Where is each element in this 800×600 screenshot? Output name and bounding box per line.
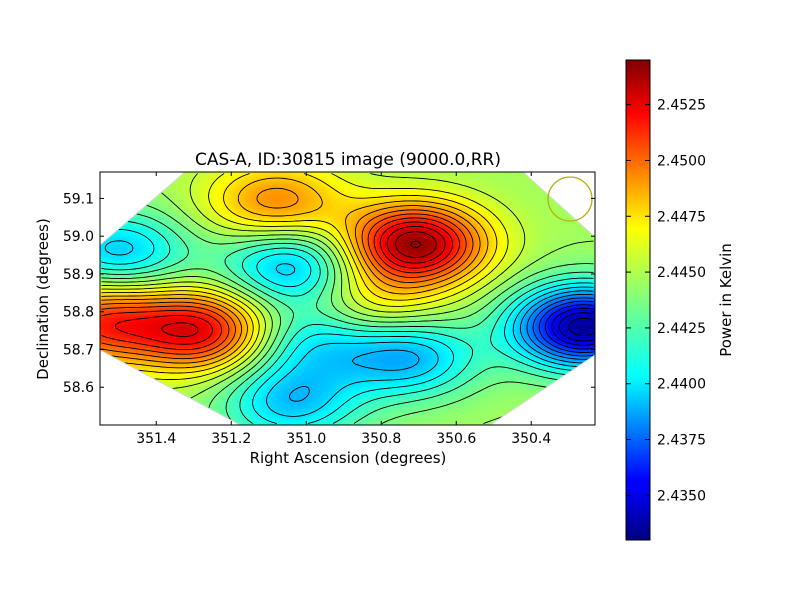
contour-line	[114, 221, 454, 345]
contour-line	[568, 317, 594, 336]
colorbar-tick-label: 2.4425	[657, 321, 706, 337]
contour-line	[395, 231, 437, 258]
y-axis-ticks: 58.6 58.7 58.8 58.9 59.0 59.1	[63, 191, 595, 396]
contour-line	[101, 173, 526, 390]
contour-line	[104, 240, 594, 417]
x-axis-ticks: 351.4 351.2 351.0 350.8 350.6 350.4	[136, 172, 551, 447]
contour-line	[101, 173, 509, 380]
contour-line	[526, 293, 594, 360]
y-tick-label: 59.0	[63, 229, 94, 245]
contour-line	[161, 226, 446, 338]
x-tick-label: 351.0	[286, 431, 326, 447]
colorbar-tick-label: 2.4500	[657, 153, 706, 169]
contour-line	[558, 312, 594, 342]
contour-line	[551, 307, 594, 346]
y-axis-label: Declination (degrees)	[34, 218, 52, 380]
chart-title: CAS-A, ID:30815 image (9000.0,RR)	[195, 150, 501, 170]
contour-line	[101, 213, 467, 355]
colorbar-tick-label: 2.4350	[657, 488, 706, 504]
colorbar-tick-label: 2.4375	[657, 433, 706, 449]
x-axis-label: Right Ascension (degrees)	[250, 449, 447, 467]
contour-line	[544, 304, 594, 350]
colorbar-label: Power in Kelvin	[717, 243, 735, 357]
contour-line	[101, 187, 481, 364]
colorbar-tick-label: 2.4475	[657, 209, 706, 225]
y-tick-label: 58.6	[63, 380, 94, 396]
x-tick-label: 351.2	[211, 431, 251, 447]
footprint-outline	[100, 172, 595, 425]
contour-line	[101, 217, 460, 351]
plot-frame	[99, 171, 596, 426]
x-tick-label: 350.6	[436, 431, 476, 447]
x-tick-label: 351.4	[136, 431, 176, 447]
x-tick-label: 350.4	[511, 431, 551, 447]
colorbar-tick-label: 2.4525	[657, 98, 706, 114]
contour-line	[538, 300, 594, 353]
y-tick-label: 58.7	[63, 342, 94, 358]
y-tick-label: 58.9	[63, 267, 94, 283]
contour-line	[101, 209, 474, 360]
y-tick-label: 58.8	[63, 305, 94, 321]
contour-line	[101, 173, 498, 374]
colorbar-tick-label: 2.4450	[657, 265, 706, 281]
colorbar	[625, 59, 651, 541]
y-tick-label: 59.1	[63, 191, 94, 207]
beam-marker-circle	[547, 176, 593, 222]
contour-line	[532, 297, 594, 357]
contour-line	[409, 240, 422, 249]
colorbar-tick-label: 2.4400	[657, 377, 706, 393]
colorbar-ticks: 2.4350 2.4375 2.4400 2.4425 2.4450 2.4475 2.45…	[626, 98, 706, 504]
x-tick-label: 350.8	[361, 431, 401, 447]
